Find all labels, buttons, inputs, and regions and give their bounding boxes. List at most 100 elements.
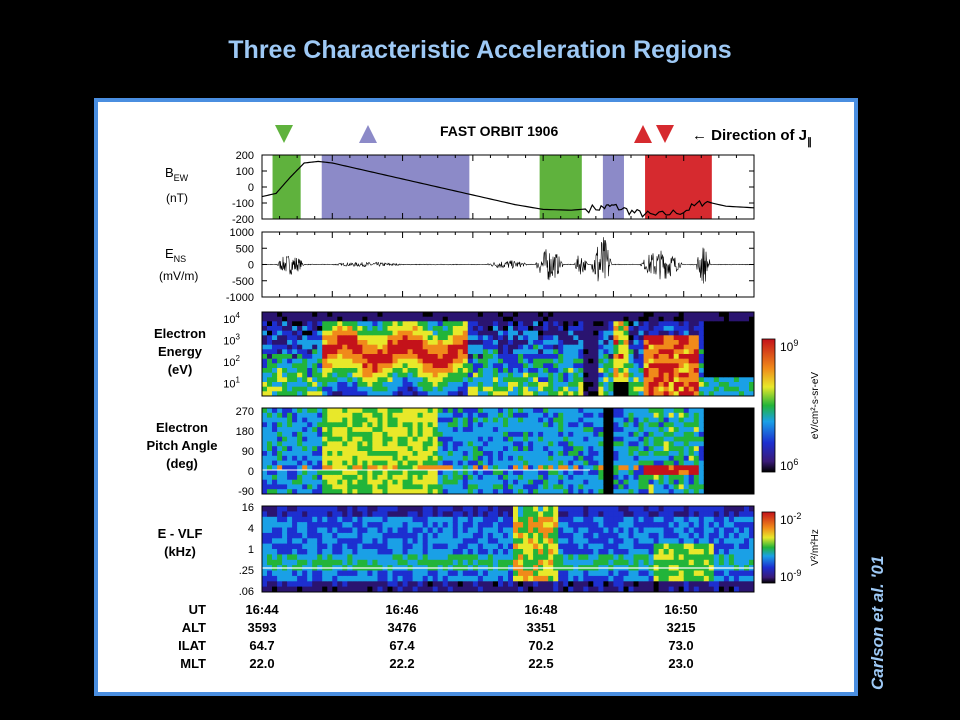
vlf-cell xyxy=(588,506,594,512)
pitch-cell xyxy=(663,489,670,495)
energy-cell xyxy=(738,386,745,392)
vlf-cell xyxy=(402,516,409,523)
energy-cell xyxy=(407,368,414,374)
pitch-cell xyxy=(578,460,584,466)
energy-cell xyxy=(683,316,690,322)
vlf-cell xyxy=(427,575,434,582)
pitch-cell xyxy=(347,470,353,476)
vlf-cell xyxy=(508,575,514,582)
vlf-cell xyxy=(583,559,589,566)
vlf-cell xyxy=(518,543,524,550)
pitch-cell xyxy=(477,489,484,495)
energy-cell xyxy=(593,377,599,383)
pitch-cell xyxy=(307,417,313,423)
energy-cell xyxy=(472,316,479,322)
energy-cell xyxy=(578,377,584,383)
energy-cell xyxy=(523,344,529,350)
pitch-cell xyxy=(688,431,695,438)
energy-cell xyxy=(733,340,740,346)
energy-cell xyxy=(613,344,619,350)
pitch-cell xyxy=(638,441,644,447)
vlf-cell xyxy=(648,586,655,593)
pitch-cell xyxy=(307,489,313,495)
vlf-cell xyxy=(327,581,333,588)
vlf-cell xyxy=(322,581,328,588)
vlf-cell xyxy=(467,527,474,534)
pitch-cell xyxy=(397,465,404,471)
energy-cell xyxy=(503,377,509,383)
vlf-cell xyxy=(508,522,514,528)
energy-cell xyxy=(518,354,524,360)
pitch-cell xyxy=(693,441,700,447)
energy-cell xyxy=(462,363,469,369)
pitch-cell xyxy=(437,427,444,433)
energy-cell xyxy=(708,312,715,318)
energy-cell xyxy=(487,386,494,392)
pitch-cell xyxy=(613,484,619,490)
pitch-cell xyxy=(417,460,424,466)
energy-cell xyxy=(683,354,690,360)
pitch-cell xyxy=(387,422,393,428)
vlf-cell xyxy=(583,549,589,555)
vlf-cell xyxy=(372,516,378,523)
energy-cell xyxy=(432,358,439,364)
vlf-cell xyxy=(317,586,323,593)
energy-cell xyxy=(402,316,409,322)
energy-cell xyxy=(673,330,680,336)
energy-cell xyxy=(538,372,544,378)
energy-cell xyxy=(588,335,594,341)
pitch-cell xyxy=(342,412,348,419)
vlf-cell xyxy=(482,570,489,577)
pitch-cell xyxy=(437,460,444,466)
pitch-cell xyxy=(523,417,529,423)
vlf-cell xyxy=(508,554,514,561)
pitch-cell xyxy=(372,484,378,490)
energy-cell xyxy=(718,312,725,318)
pitch-cell xyxy=(482,489,489,495)
energy-cell xyxy=(548,377,554,383)
pitch-cell xyxy=(703,412,710,419)
vlf-cell xyxy=(287,506,293,512)
pitch-cell xyxy=(332,446,338,452)
vlf-cell xyxy=(267,532,273,539)
energy-cell xyxy=(528,363,534,369)
energy-cell xyxy=(492,312,499,318)
energy-cell xyxy=(708,316,715,322)
vlf-cell xyxy=(563,570,569,577)
vlf-cell xyxy=(282,532,288,539)
pitch-cell xyxy=(317,422,323,428)
pitch-cell xyxy=(553,436,559,442)
pitch-cell xyxy=(372,470,378,476)
pitch-cell xyxy=(498,431,504,438)
energy-cell xyxy=(357,354,363,360)
energy-cell xyxy=(708,354,715,360)
pitch-cell xyxy=(663,441,670,447)
vlf-cell xyxy=(277,506,283,512)
pitch-cell xyxy=(332,489,338,495)
energy-cell xyxy=(297,358,303,364)
vlf-cell xyxy=(457,522,464,528)
energy-cell xyxy=(673,372,680,378)
pitch-cell xyxy=(487,484,494,490)
pitch-cell xyxy=(302,441,308,447)
energy-cell xyxy=(678,354,685,360)
pitch-cell xyxy=(457,451,464,457)
pitch-cell xyxy=(558,417,564,423)
pitch-cell xyxy=(728,470,735,476)
pitch-cell xyxy=(327,408,333,414)
pitch-cell xyxy=(648,446,655,452)
vlf-cell xyxy=(492,522,499,528)
vlf-cell xyxy=(518,586,524,593)
energy-cell xyxy=(653,377,660,383)
pitch-cell xyxy=(412,489,419,495)
pitch-cell xyxy=(588,451,594,457)
pitch-cell xyxy=(357,412,363,419)
vlf-cell xyxy=(533,554,539,561)
energy-cell xyxy=(628,330,634,336)
pitch-cell xyxy=(487,408,494,414)
energy-cell xyxy=(658,330,665,336)
energy-cell xyxy=(377,312,383,318)
vlf-cell xyxy=(427,506,434,512)
pitch-cell xyxy=(593,460,599,466)
pitch-cell xyxy=(673,431,680,438)
